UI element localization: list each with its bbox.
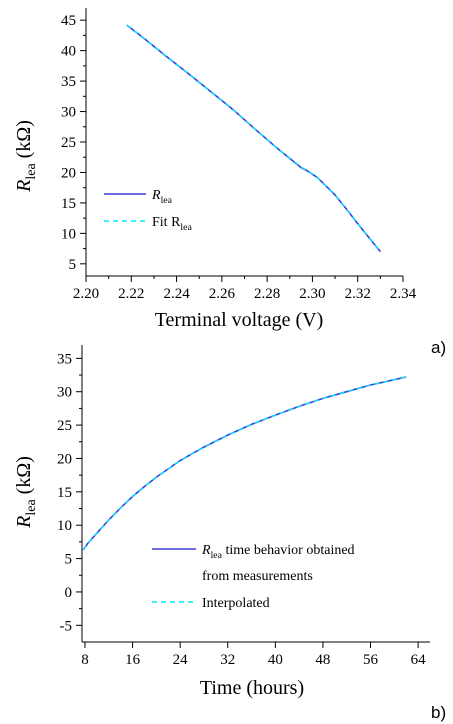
panel-a-y-tick-label: 25	[61, 135, 76, 151]
panel-a-plot-area	[85, 8, 403, 277]
panel-b-legend-label-1: Rlea time behavior obtained	[201, 543, 355, 561]
panel-b-x-tick-label: 56	[363, 652, 379, 668]
panel-a-y-axis-label-unit: (kΩ)	[13, 120, 35, 163]
panel-b-y-tick-label: 0	[65, 585, 73, 601]
panel-a-x-tick-label: 2.30	[299, 286, 325, 302]
panel-a-chart: 2.20 2.22 2.24 2.26 2.28 2.30 2.32 2.34 5 10 15 20 2…	[13, 8, 446, 357]
panel-a-legend: Rlea Fit Rlea	[104, 188, 192, 233]
panel-a-y-axis-label-main: R	[13, 180, 35, 193]
panel-b-y-tick-label: 20	[57, 451, 72, 467]
panel-a-y-tick-label: 30	[61, 105, 76, 121]
panel-b-y-tick-label: 10	[57, 518, 72, 534]
panel-a-y-tick-label: 15	[61, 196, 76, 212]
panel-a-series	[126, 24, 382, 253]
panel-a-x-tick-label: 2.32	[345, 286, 371, 302]
panel-a-legend-label-2-sub: lea	[180, 222, 192, 233]
panel-a-x-tick-label: 2.22	[118, 286, 144, 302]
panel-b-x-tick-label: 8	[81, 652, 89, 668]
panel-b-legend-label-1-sub: lea	[211, 550, 223, 561]
panel-b-chart: 8 16 24 32 40 48 56 64 -5 0 5 10 15 20 25 30 35 Time (ho…	[13, 345, 446, 722]
panel-b-x-tick-label: 24	[173, 652, 189, 668]
panel-b-x-tick-label: 40	[268, 652, 283, 668]
panel-b-x-tick-label: 64	[411, 652, 427, 668]
panel-a-x-tick-label: 2.28	[254, 286, 280, 302]
panel-b-y-tick-label: 25	[57, 418, 72, 434]
panel-b-legend-label-1-rest: time behavior obtained	[222, 543, 355, 558]
panel-b-legend: Rlea time behavior obtained from measure…	[152, 543, 355, 611]
panel-a-x-tick-label: 2.24	[163, 286, 190, 302]
panel-b-y-tick-label: -5	[60, 618, 73, 634]
panel-b-ticks: 8 16 24 32 40 48 56 64 -5 0 5 10 15 20 25 30 35	[57, 351, 426, 668]
panel-b-y-axis-label-main: R	[13, 516, 35, 529]
panel-b-y-tick-label: 30	[57, 385, 72, 401]
panel-a-y-axis-label-sub: lea	[24, 163, 39, 180]
panel-a-letter: a)	[431, 338, 446, 357]
panel-a-legend-label-2: Fit Rlea	[152, 215, 192, 233]
panel-a-y-tick-label: 10	[61, 226, 76, 242]
panel-b-y-tick-label: 35	[57, 351, 72, 367]
panel-a-legend-label-1-main: R	[151, 188, 161, 203]
panel-b-legend-label-1-main: R	[201, 543, 211, 558]
panel-a-y-axis-label: Rlea (kΩ)	[13, 120, 39, 193]
panel-b-y-axis-label-sub: lea	[24, 499, 39, 516]
panel-a-x-tick-label: 2.26	[209, 286, 236, 302]
panel-b-series-2-line	[82, 376, 407, 551]
panel-b-y-tick-label: 5	[65, 552, 73, 568]
panel-b-x-tick-label: 48	[315, 652, 330, 668]
panel-a-y-tick-label: 45	[61, 13, 76, 29]
panel-a-x-tick-label: 2.20	[73, 286, 99, 302]
panel-b-x-axis-label: Time (hours)	[200, 677, 304, 699]
panel-b-legend-label-2: Interpolated	[202, 596, 270, 611]
panel-a-x-tick-label: 2.34	[390, 286, 417, 302]
panel-b-y-axis-label-unit: (kΩ)	[13, 456, 35, 499]
panel-b-x-tick-label: 32	[220, 652, 235, 668]
panel-b-letter: b)	[431, 703, 446, 722]
panel-a-x-axis-label: Terminal voltage (V)	[155, 309, 324, 331]
panel-b-legend-label-1-line2: from measurements	[202, 569, 313, 584]
panel-a-legend-label-1-sub: lea	[161, 195, 173, 206]
panel-a-legend-label-2-main: Fit R	[152, 215, 181, 230]
panel-a-y-tick-label: 20	[61, 165, 76, 181]
panel-b-y-tick-label: 15	[57, 485, 72, 501]
panel-b-plot-area	[81, 345, 430, 643]
panel-b-y-axis-label: Rlea (kΩ)	[13, 456, 39, 529]
panel-b-series	[82, 376, 407, 551]
panel-a-y-tick-label: 5	[69, 257, 77, 273]
panel-b-x-tick-label: 16	[125, 652, 141, 668]
panel-a-y-tick-label: 35	[61, 74, 76, 90]
panel-a-ticks: 2.20 2.22 2.24 2.26 2.28 2.30 2.32 2.34 5 10 15 20 2…	[61, 13, 417, 302]
panel-a-legend-label-1: Rlea	[151, 188, 173, 206]
panel-a-y-tick-label: 40	[61, 44, 76, 60]
panel-b-series-1-line	[82, 376, 407, 551]
